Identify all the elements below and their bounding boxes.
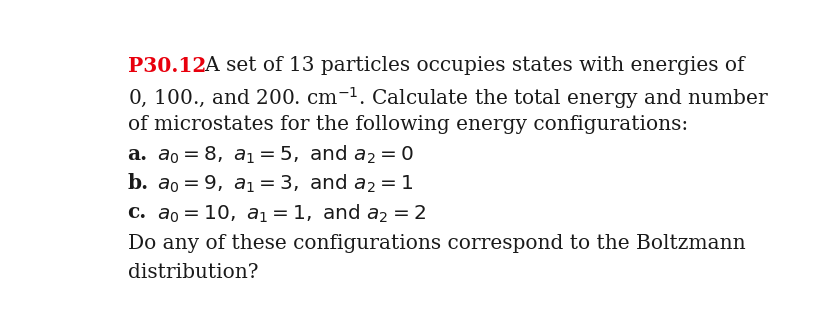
Text: c.: c.: [127, 202, 147, 222]
Text: $a_0 = 9,\ a_1 = 3,\ \mathrm{and}\ a_2 = 1$: $a_0 = 9,\ a_1 = 3,\ \mathrm{and}\ a_2 =…: [157, 173, 413, 195]
Text: A set of 13 particles occupies states with energies of: A set of 13 particles occupies states wi…: [187, 56, 745, 75]
Text: P30.12: P30.12: [127, 56, 206, 76]
Text: $a_0 = 8,\ a_1 = 5,\  \mathrm{and}\ a_2 = 0$: $a_0 = 8,\ a_1 = 5,\ \mathrm{and}\ a_2 =…: [157, 144, 414, 166]
Text: 0, 100., and 200. cm$^{-1}$. Calculate the total energy and number: 0, 100., and 200. cm$^{-1}$. Calculate t…: [127, 85, 769, 111]
Text: distribution?: distribution?: [127, 263, 258, 282]
Text: Do any of these configurations correspond to the Boltzmann: Do any of these configurations correspon…: [127, 234, 745, 253]
Text: b.: b.: [127, 173, 149, 193]
Text: $a_0 = 10,\ a_1 = 1,\ \mathrm{and}\ a_2 = 2$: $a_0 = 10,\ a_1 = 1,\ \mathrm{and}\ a_2 …: [157, 202, 426, 224]
Text: a.: a.: [127, 144, 148, 164]
Text: of microstates for the following energy configurations:: of microstates for the following energy …: [127, 115, 688, 134]
